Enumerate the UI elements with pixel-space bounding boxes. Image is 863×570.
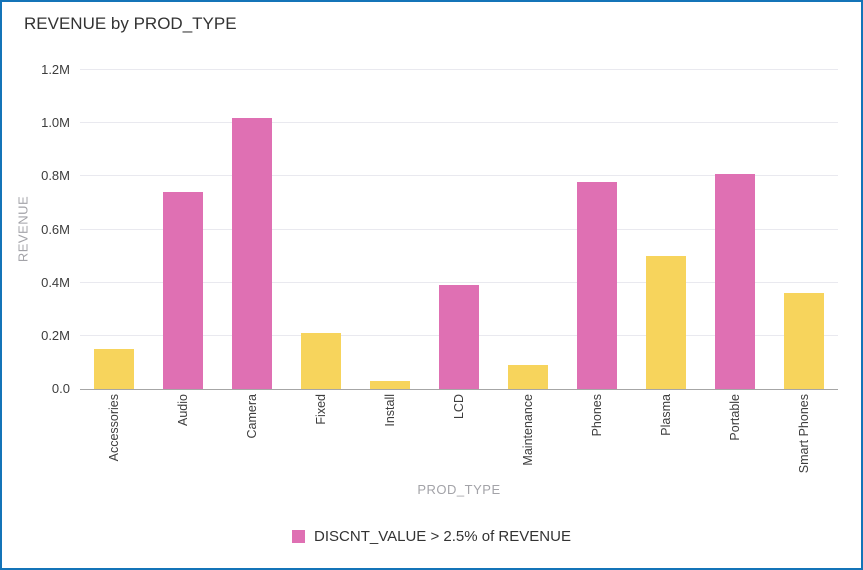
bar-audio[interactable] <box>163 192 204 389</box>
x-tick-label: Portable <box>727 394 742 441</box>
y-tick-label: 0.6M <box>41 221 70 237</box>
bar-series <box>80 70 838 389</box>
bar-slot <box>149 70 218 389</box>
bar-slot <box>425 70 494 389</box>
bar-slot <box>493 70 562 389</box>
gridline <box>80 281 838 283</box>
x-tick-slot: Camera <box>218 394 287 489</box>
bar-slot <box>356 70 425 389</box>
x-tick-slot: Accessories <box>80 394 149 489</box>
plot-area <box>80 69 838 390</box>
x-tick-slot: LCD <box>425 394 494 489</box>
x-tick-label: Maintenance <box>520 394 535 466</box>
legend-swatch-icon <box>292 530 306 543</box>
x-axis-ticks: Accessories Audio Camera Fixed Install LCD Mai… <box>80 394 838 489</box>
x-tick-slot: Plasma <box>631 394 700 489</box>
x-tick-label: Phones <box>589 394 604 437</box>
x-tick-label: LCD <box>451 394 466 420</box>
x-tick-label: Plasma <box>658 394 673 436</box>
bar-smart-phones[interactable] <box>783 293 824 389</box>
x-tick-slot: Audio <box>149 394 218 489</box>
bar-slot <box>700 70 769 389</box>
bar-slot <box>562 70 631 389</box>
bar-lcd[interactable] <box>438 285 479 389</box>
y-tick-label: 1.2M <box>41 62 70 77</box>
gridline <box>80 122 838 124</box>
bar-camera[interactable] <box>232 117 273 389</box>
x-tick-label: Camera <box>245 394 260 439</box>
y-tick-label: 0.8M <box>41 168 70 184</box>
chart-title: REVENUE by PROD_TYPE <box>24 14 237 33</box>
gridline <box>80 69 838 70</box>
gridline <box>80 228 838 230</box>
bar-fixed[interactable] <box>301 333 342 389</box>
bar-accessories[interactable] <box>94 349 135 389</box>
bar-phones[interactable] <box>576 181 617 389</box>
legend: DISCNT_VALUE > 2.5% of REVENUE <box>2 528 861 545</box>
x-tick-label: Fixed <box>314 394 329 425</box>
y-axis-ticks: 0.0 0.2M 0.4M 0.6M 0.8M 1.0M 1.2M <box>2 63 70 396</box>
x-tick-slot: Portable <box>700 394 769 489</box>
x-tick-label: Audio <box>176 394 191 426</box>
bar-portable[interactable] <box>714 173 755 389</box>
y-tick-label: 0.0 <box>51 381 70 396</box>
gridline <box>80 175 838 177</box>
y-tick-label: 0.4M <box>41 274 70 290</box>
bar-slot <box>287 70 356 389</box>
x-axis-title: PROD_TYPE <box>417 482 501 497</box>
x-tick-label: Install <box>383 394 398 427</box>
bar-slot <box>631 70 700 389</box>
x-tick-slot: Smart Phones <box>769 394 838 489</box>
bar-plasma[interactable] <box>645 256 686 389</box>
legend-label: DISCNT_VALUE > 2.5% of REVENUE <box>314 528 571 545</box>
x-tick-slot: Fixed <box>287 394 356 489</box>
x-tick-slot: Phones <box>562 394 631 489</box>
bar-slot <box>218 70 287 389</box>
y-tick-label: 1.0M <box>41 115 70 131</box>
x-axis-line <box>80 389 838 390</box>
x-tick-label: Accessories <box>107 394 122 462</box>
bar-slot <box>80 70 149 389</box>
x-tick-slot: Install <box>356 394 425 489</box>
x-tick-slot: Maintenance <box>493 394 562 489</box>
bar-install[interactable] <box>370 381 411 389</box>
x-tick-label: Smart Phones <box>796 394 811 474</box>
bar-slot <box>769 70 838 389</box>
bar-maintenance[interactable] <box>507 365 548 389</box>
y-tick-label: 0.2M <box>41 327 70 343</box>
